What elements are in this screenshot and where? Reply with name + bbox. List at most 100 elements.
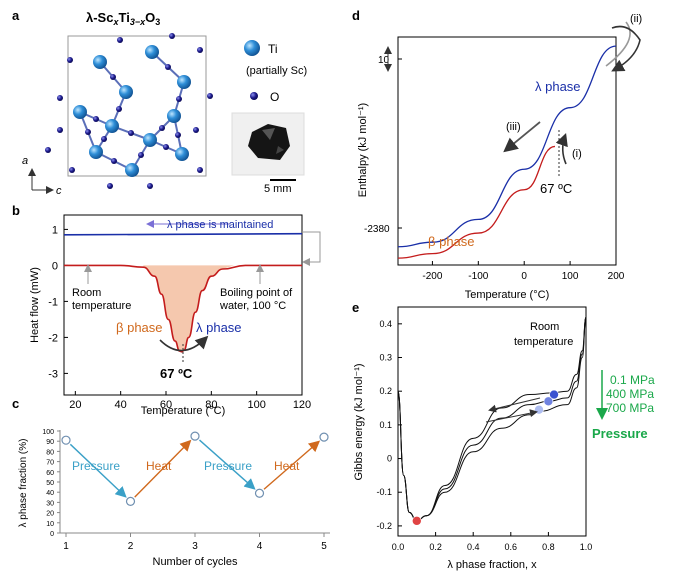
x-tick-label: 20 xyxy=(69,399,81,411)
annot-peak: 67 ºC xyxy=(160,366,193,381)
x-tick-label: 40 xyxy=(115,399,127,411)
crystal-o-atom xyxy=(159,125,165,131)
y-tick-label: 60 xyxy=(46,470,54,477)
heat-flow-peak-area xyxy=(143,265,234,352)
x-tick-label: 5 xyxy=(321,541,327,552)
roman-ii: (ii) xyxy=(630,13,642,25)
x-tick-label: 0.8 xyxy=(542,542,555,552)
panel-e-plot-frame xyxy=(397,306,587,537)
crystal-ti-atom xyxy=(125,163,139,177)
roman-i: (i) xyxy=(572,148,582,160)
x-tick-label: 1 xyxy=(63,541,69,552)
x-tick-label: 0.0 xyxy=(392,542,405,552)
x-tick-label: 4 xyxy=(257,541,263,552)
y-tick-label: 80 xyxy=(46,449,54,456)
x-tick-label: 60 xyxy=(160,399,172,411)
x-tick-label: 0.2 xyxy=(429,542,442,552)
panel-b-label: b xyxy=(12,203,20,218)
panel-b-plot-frame xyxy=(63,214,303,396)
phase-marker xyxy=(534,404,544,415)
y-tick-label: -3 xyxy=(48,368,58,380)
series-line-lambda xyxy=(63,232,303,236)
panel-d: d Enthalpy (kJ mol⁻¹) Temperature (°C) 1… xyxy=(352,8,642,301)
y-tick-label: 90 xyxy=(46,439,54,446)
crystal-ti-atom xyxy=(175,147,189,161)
phase-marker xyxy=(411,516,422,526)
pressure-label: Pressure xyxy=(592,426,648,441)
y-tick-label: 0.2 xyxy=(379,386,392,396)
crystal-o-atom xyxy=(107,183,113,189)
x-tick-label: 3 xyxy=(192,541,198,552)
data-point xyxy=(254,488,265,498)
panel-c-label: c xyxy=(12,396,19,411)
crystal-o-atom xyxy=(138,152,144,158)
legend-ti-label: Ti xyxy=(268,42,278,56)
crystal-ti-atom xyxy=(105,119,119,133)
x-tick-label: 80 xyxy=(205,399,217,411)
y-tick-label: -0.1 xyxy=(376,487,392,497)
panel-e: e Gibbs energy (kJ mol⁻¹) λ phase fracti… xyxy=(352,300,655,571)
panel-c: c λ phase fraction (%) Number of cycles … xyxy=(12,396,330,568)
x-tick-label: -200 xyxy=(422,271,442,282)
gibbs-curve xyxy=(397,316,587,522)
crystal-o-atom xyxy=(57,127,63,133)
panel-e-xlabel: λ phase fraction, x xyxy=(447,559,537,571)
crystal-o-atom xyxy=(116,106,122,112)
y-tick-label: 50 xyxy=(46,480,54,487)
phase-marker xyxy=(549,389,559,400)
y-tick-label: 0.1 xyxy=(379,420,392,430)
crystal-o-atom xyxy=(57,95,63,101)
axis-c-label: c xyxy=(56,185,62,197)
panel-b-ticks: 20 40 60 80 100 120 1 0 -1 -2 -3 xyxy=(48,224,311,411)
crystal-ti-atom xyxy=(145,45,159,59)
annot-room-2: temperature xyxy=(72,300,131,312)
crystal-o-atom xyxy=(45,147,51,153)
panel-c-points xyxy=(61,431,329,506)
annot-beta-d: β phase xyxy=(428,234,475,249)
y-tick-label: -2 xyxy=(48,332,58,344)
x-tick-label: 100 xyxy=(562,271,579,282)
cycle-arrow xyxy=(199,439,256,490)
cycle-arrow xyxy=(263,440,321,490)
crystal-o-atom xyxy=(111,158,117,164)
crystal-ti-atom xyxy=(89,145,103,159)
crystal-o-atom xyxy=(197,47,203,53)
panel-e-ylabel: Gibbs energy (kJ mol⁻¹) xyxy=(353,363,365,480)
x-tick-label: 0.4 xyxy=(467,542,480,552)
crystal-o-atom xyxy=(101,136,107,142)
panel-a-title: λ-ScxTi3−xO3 xyxy=(86,10,160,27)
ytick-top: 10 xyxy=(378,55,390,66)
x-tick-label: 200 xyxy=(608,271,625,282)
legend-o-label: O xyxy=(270,90,279,104)
annot-room-e-2: temperature xyxy=(514,336,573,348)
x-tick-label: 120 xyxy=(293,399,311,411)
crystal-o-atom xyxy=(117,37,123,43)
panel-d-ylabel: Enthalpy (kJ mol⁻¹) xyxy=(357,103,369,197)
y-tick-label: -1 xyxy=(48,296,58,308)
panel-d-xlabel: Temperature (°C) xyxy=(465,289,549,301)
crystal-ti-atom xyxy=(73,105,87,119)
cycle-arrow xyxy=(69,443,127,498)
panel-e-markers xyxy=(411,389,559,526)
annot-boil-2: water, 100 °C xyxy=(219,300,286,312)
panel-e-ticks: 0.0 0.2 0.4 0.6 0.8 1.0 -0.2 -0.1 0 0.1 0.2 0.3 0.4 xyxy=(376,319,592,552)
panel-b: b Heat flow (mW) Temperature (°C) 20 40 60… xyxy=(12,203,321,417)
panel-c-ylabel: λ phase fraction (%) xyxy=(18,439,29,528)
crystal-ti-atom xyxy=(167,109,181,123)
panel-e-label: e xyxy=(352,300,359,315)
crystal-o-atom xyxy=(147,183,153,189)
crystal-o-atom xyxy=(128,130,134,136)
crystal-o-atom xyxy=(85,129,91,135)
y-tick-label: 0 xyxy=(50,531,54,538)
crystal-o-atom xyxy=(175,132,181,138)
panel-a-label: a xyxy=(12,8,20,23)
legend-ti-note: (partially Sc) xyxy=(246,65,307,77)
y-tick-label: 0 xyxy=(52,260,58,272)
x-tick-label: -100 xyxy=(468,271,488,282)
annot-beta: β phase xyxy=(116,320,163,335)
y-tick-label: 10 xyxy=(46,521,54,528)
x-tick-label: 0.6 xyxy=(505,542,518,552)
ytick-bottom: -2380 xyxy=(364,224,390,235)
crystal-ti-atom xyxy=(119,85,133,99)
